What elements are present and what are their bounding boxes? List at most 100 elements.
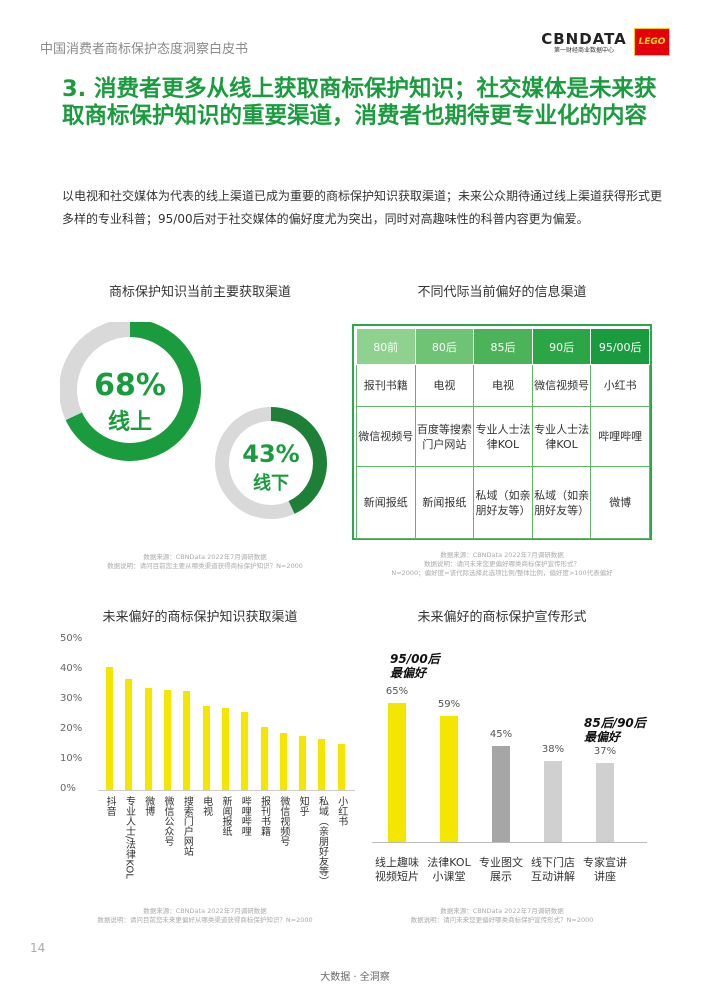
bar bbox=[221, 707, 229, 790]
chart2-note-source: 数据来源：CBNData 2022年7月调研数据 bbox=[440, 907, 564, 915]
table-note-formula: N=2000；偏好度=该代际选择此选项比例/整体比例，偏好度>100代表偏好 bbox=[391, 569, 613, 577]
table-cell: 微博 bbox=[590, 466, 650, 539]
table-note-source: 数据来源：CBNData 2022年7月调研数据 bbox=[440, 551, 564, 559]
table-cell: 百度等搜索门户网站 bbox=[414, 406, 475, 467]
bar bbox=[279, 733, 287, 790]
footer-tagline: 大数据 · 全洞察 bbox=[320, 972, 390, 983]
bar bbox=[202, 706, 210, 790]
x-category-label: 小红书 bbox=[335, 796, 347, 826]
y-tick-label: 50% bbox=[60, 633, 83, 644]
bar bbox=[596, 762, 614, 842]
table-cell: 电视 bbox=[414, 364, 475, 407]
table-row: 微信视频号 百度等搜索门户网站 专业人士法律KOL 专业人士法律KOL 哔哩哔哩 bbox=[356, 406, 650, 467]
online-label: 线上 bbox=[107, 410, 152, 435]
bar bbox=[164, 689, 172, 790]
channel-bar-chart: 50% 40% 30% 20% 10% 0% 抖音 专业人士/法律KOL 微博 微信公众号 搜索门户… bbox=[60, 630, 360, 900]
bar bbox=[440, 715, 458, 842]
preference-callout: 95/00后 最偏好 bbox=[390, 652, 440, 680]
online-donut-arc bbox=[60, 322, 201, 461]
x-category-label: 搜索门户网站 bbox=[181, 796, 193, 856]
table-cell: 电视 bbox=[473, 364, 533, 407]
offline-label: 线下 bbox=[253, 473, 289, 494]
donut-section-title: 商标保护知识当前主要获取渠道 bbox=[108, 285, 291, 300]
x-category-label: 法律KOL 小课堂 bbox=[427, 856, 471, 883]
table-cell: 新闻报纸 bbox=[356, 466, 416, 539]
bar bbox=[260, 727, 268, 790]
y-tick-label: 20% bbox=[60, 723, 83, 734]
chart1-title: 未来偏好的商标保护知识获取渠道 bbox=[102, 610, 298, 625]
cbndata-logo: CBNDATA 第一财经商业数据中心 bbox=[538, 31, 630, 55]
header-90s: 90后 bbox=[531, 328, 592, 365]
table-header-row: 80前 80后 85后 90后 95/00后 bbox=[356, 328, 650, 365]
x-category-label: 微信视频号 bbox=[277, 796, 289, 846]
table-cell: 私域（如亲朋好友等） bbox=[473, 466, 533, 539]
header-95-00s: 95/00后 bbox=[590, 328, 650, 365]
y-tick-label: 0% bbox=[60, 783, 76, 794]
donut-charts bbox=[60, 322, 327, 519]
bar bbox=[318, 739, 326, 790]
chart2-title: 未来偏好的商标保护宣传形式 bbox=[417, 610, 587, 625]
x-category-label: 电视 bbox=[200, 796, 212, 816]
x-axis-line bbox=[372, 842, 647, 843]
bar bbox=[544, 760, 562, 842]
brand-name: CBNDATA bbox=[541, 30, 627, 48]
format-bar-chart: 65% 线上趣味 视频短片 59% 法律KOL 小课堂 45% 专业图文 展示 38% 线下门店 互动… bbox=[352, 640, 652, 890]
bar bbox=[125, 679, 133, 790]
donut-note-desc: 数据说明：请问目前您主要从哪类渠道获得商标保护知识？N=2000 bbox=[107, 562, 303, 570]
table-row: 新闻报纸 新闻报纸 私域（如亲朋好友等） 私域（如亲朋好友等） 微博 bbox=[356, 466, 650, 539]
bar bbox=[337, 743, 345, 790]
bar bbox=[299, 736, 307, 790]
bar-value-label: 38% bbox=[541, 743, 565, 755]
table-cell: 哔哩哔哩 bbox=[590, 406, 650, 467]
bar bbox=[388, 702, 406, 842]
generation-channel-table: 80前 80后 85后 90后 95/00后 报刊书籍 电视 电视 微信视频号 … bbox=[356, 328, 650, 539]
x-category-label: 私域（亲朋好友等） bbox=[316, 796, 328, 886]
offline-donut-arc bbox=[215, 407, 327, 519]
chart1-note-source: 数据来源：CBNData 2022年7月调研数据 bbox=[143, 907, 267, 915]
table-cell: 专业人士法律KOL bbox=[531, 406, 592, 467]
y-tick-label: 40% bbox=[60, 663, 83, 674]
x-category-label: 专业图文 展示 bbox=[479, 856, 523, 883]
bar-value-label: 59% bbox=[437, 698, 461, 710]
y-tick-label: 10% bbox=[60, 753, 83, 764]
header-80s: 80后 bbox=[414, 328, 475, 365]
x-category-label: 微信公众号 bbox=[162, 796, 174, 846]
bar-value-label: 65% bbox=[385, 685, 409, 697]
preference-callout: 85后/90后 最偏好 bbox=[584, 716, 646, 744]
chart1-note-desc: 数据说明：请问目前您未来更偏好从哪类渠道获得商标保护知识？N=2000 bbox=[97, 916, 313, 924]
y-tick-label: 30% bbox=[60, 693, 83, 704]
x-category-label: 报刊书籍 bbox=[258, 796, 270, 836]
x-category-label: 抖音 bbox=[104, 796, 116, 816]
page-number: 14 bbox=[30, 941, 46, 955]
table-frame bbox=[352, 324, 652, 540]
table-cell: 新闻报纸 bbox=[414, 466, 475, 539]
donut-note-source: 数据来源：CBNData 2022年7月调研数据 bbox=[143, 553, 267, 561]
x-axis-line bbox=[98, 790, 355, 791]
bar bbox=[106, 667, 114, 790]
bar-value-label: 37% bbox=[593, 745, 617, 757]
table-cell: 报刊书籍 bbox=[356, 364, 416, 407]
bar bbox=[144, 688, 152, 790]
x-category-label: 哔哩哔哩 bbox=[239, 796, 251, 836]
brand-subtitle: 第一财经商业数据中心 bbox=[553, 47, 614, 54]
bar-value-label: 45% bbox=[489, 728, 513, 740]
x-category-label: 新闻报纸 bbox=[219, 796, 231, 836]
table-cell: 小红书 bbox=[590, 364, 650, 407]
x-category-label: 专业人士/法律KOL bbox=[123, 796, 135, 879]
table-cell: 微信视频号 bbox=[356, 406, 416, 467]
x-category-label: 线上趣味 视频短片 bbox=[375, 856, 419, 883]
x-category-label: 知乎 bbox=[297, 796, 309, 816]
bar bbox=[241, 712, 249, 790]
report-title: 中国消费者商标保护态度洞察白皮书 bbox=[40, 42, 249, 57]
x-category-label: 专家宣讲 讲座 bbox=[583, 856, 627, 883]
table-note-desc: 数据说明：请问未来您更偏好哪类商标保护宣传形式？ bbox=[424, 560, 580, 568]
table-cell: 微信视频号 bbox=[531, 364, 592, 407]
intro-paragraph: 以电视和社交媒体为代表的线上渠道已成为重要的商标保护知识获取渠道；未来公众期待通… bbox=[62, 189, 663, 226]
chart2-note-desc: 数据说明：请问未来您更偏好哪类商标保护宣传形式？N=2000 bbox=[410, 916, 594, 924]
lego-logo: LEGO bbox=[634, 28, 670, 56]
table-row: 报刊书籍 电视 电视 微信视频号 小红书 bbox=[356, 364, 650, 407]
bar bbox=[183, 691, 191, 790]
table-cell: 私域（如亲朋好友等） bbox=[531, 466, 592, 539]
x-category-label: 微博 bbox=[142, 796, 154, 816]
section-heading: 3. 消费者更多从线上获取商标保护知识；社交媒体是未来获取商标保护知识的重要渠道… bbox=[62, 76, 657, 129]
